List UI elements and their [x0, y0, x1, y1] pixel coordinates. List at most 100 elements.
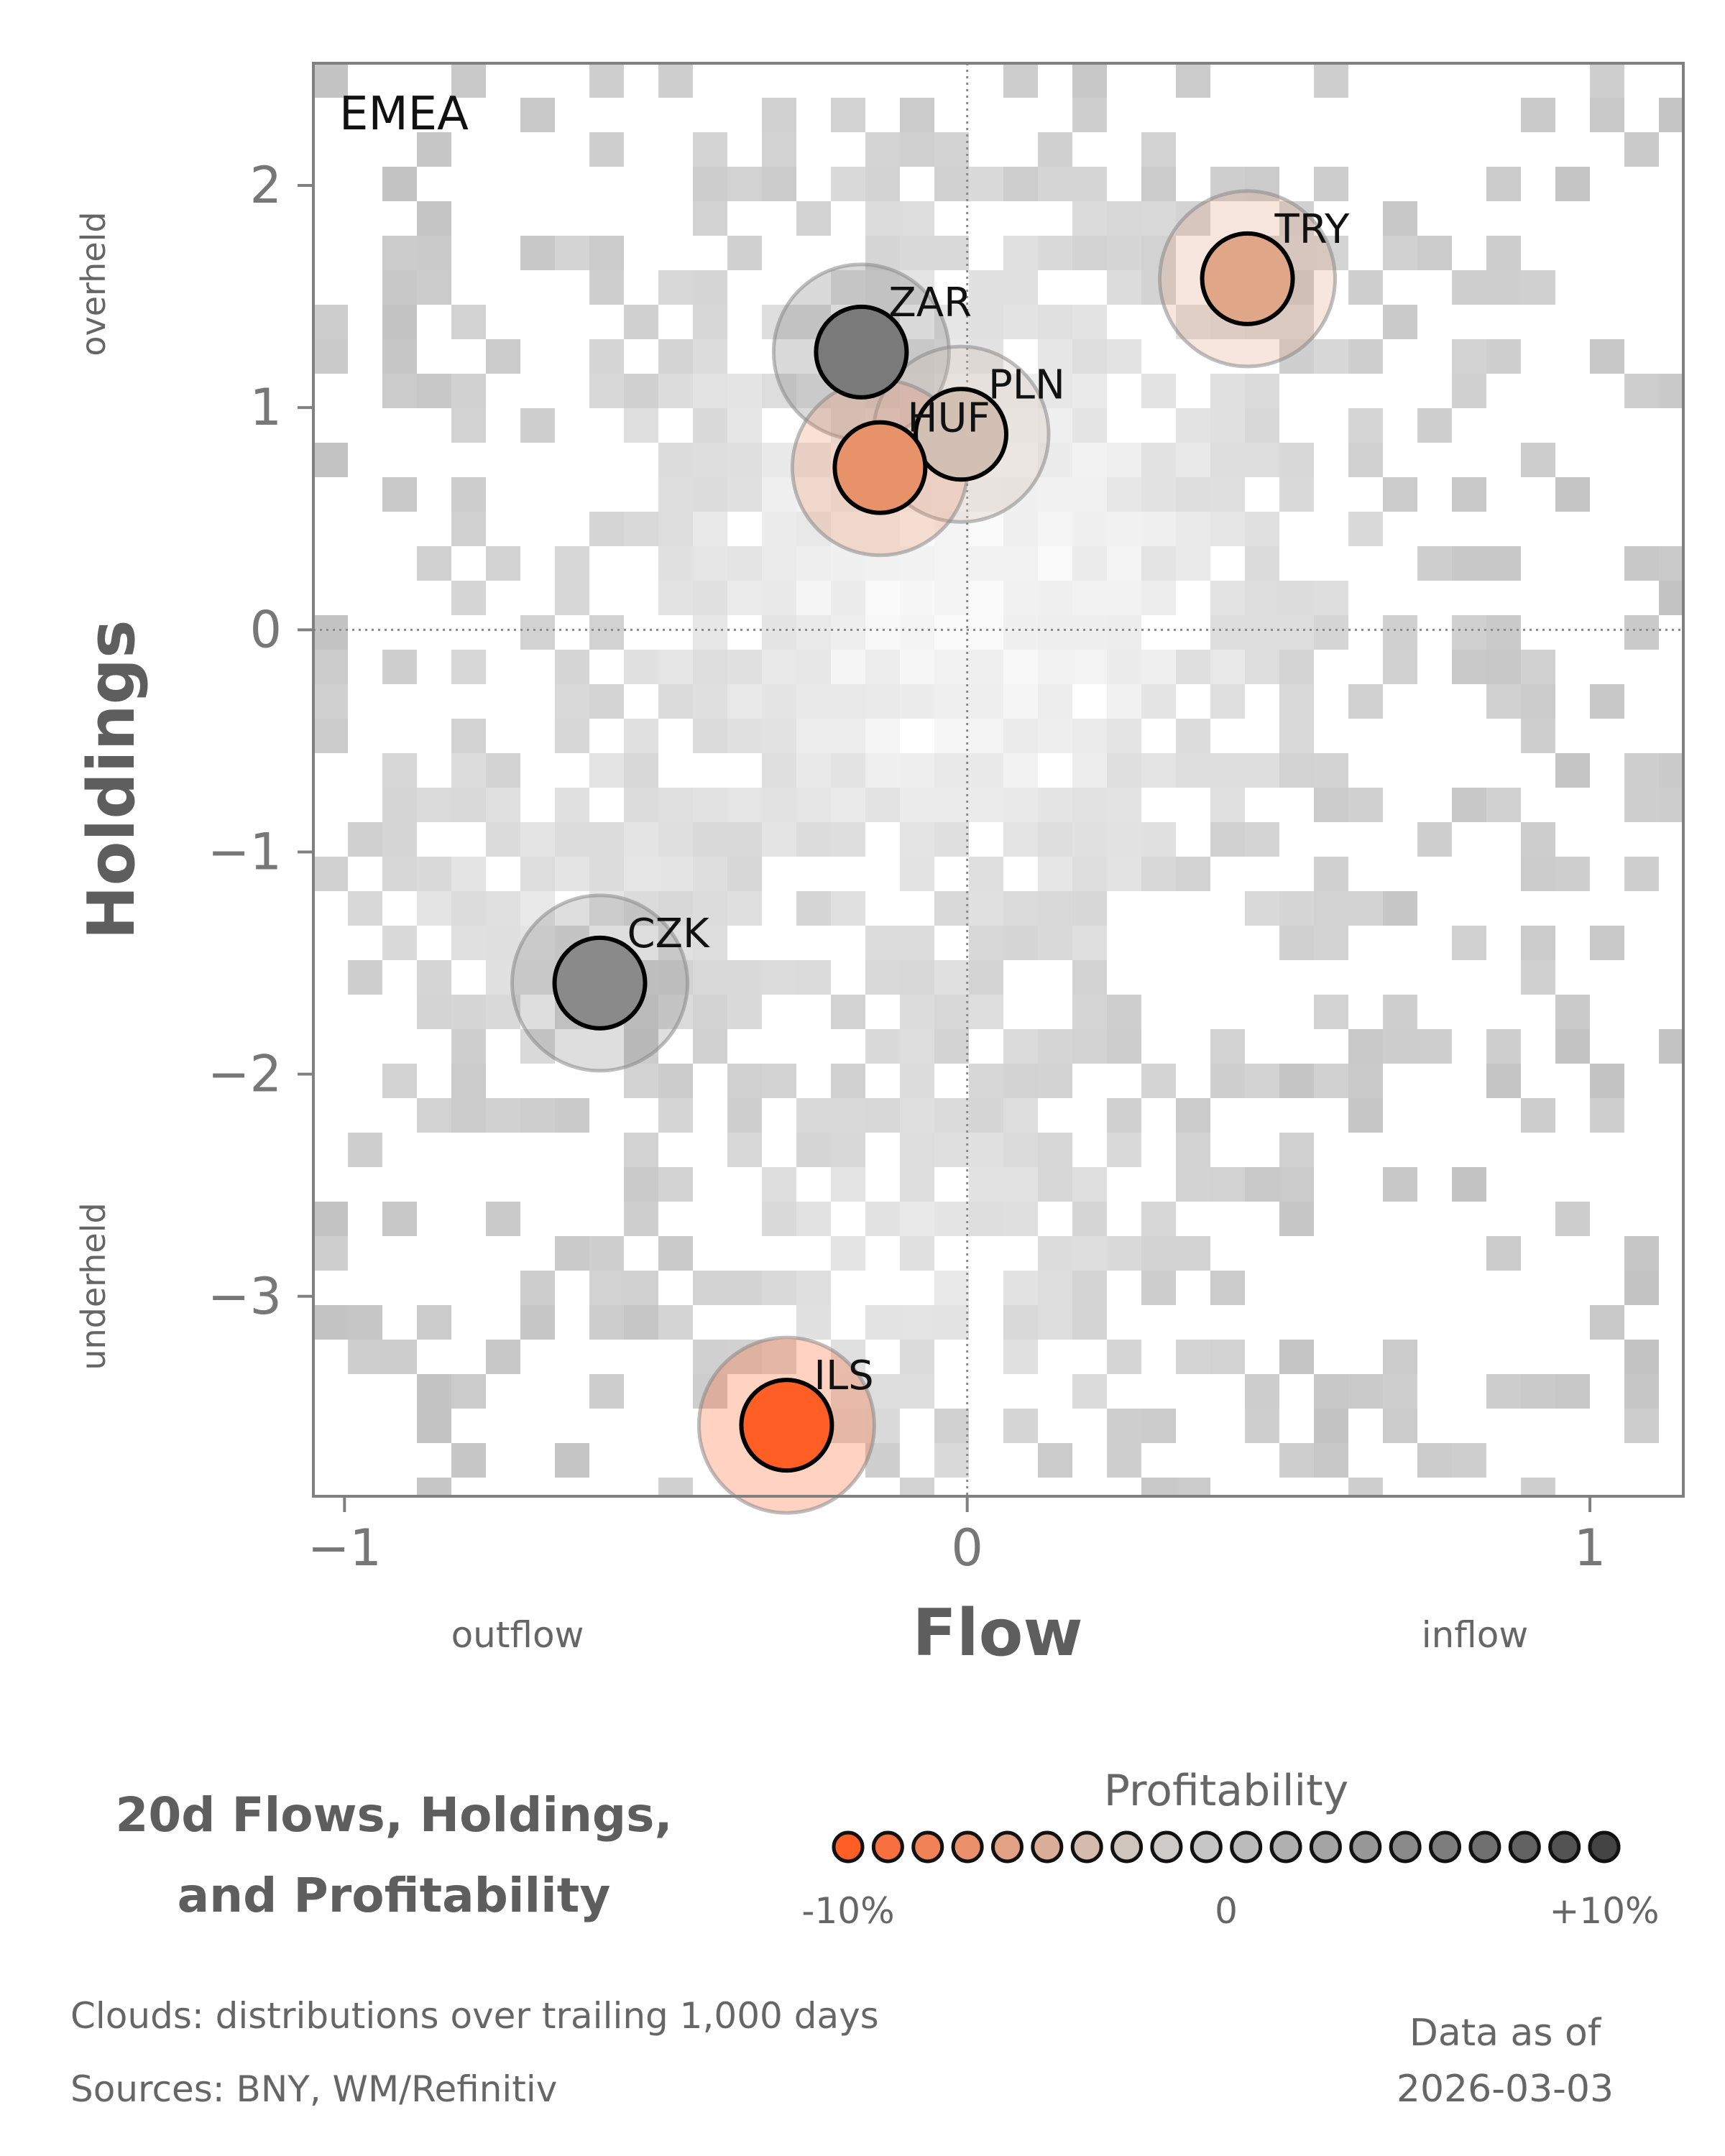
cloud-cell — [1417, 236, 1452, 270]
cloud-cell — [451, 857, 486, 891]
cloud-cell — [451, 305, 486, 339]
cloud-cell — [1003, 1305, 1038, 1340]
cloud-cell — [1555, 753, 1590, 788]
cloud-cell — [1141, 1271, 1176, 1305]
cloud-cell — [900, 1340, 934, 1374]
cloud-cell — [1245, 753, 1279, 788]
cloud-cell — [1107, 684, 1141, 719]
cloud-cell — [900, 926, 934, 960]
cloud-cell — [658, 339, 693, 374]
cloud-cell — [1141, 1202, 1176, 1236]
cloud-cell — [1245, 512, 1279, 546]
cloud-cell — [934, 1443, 969, 1478]
cloud-cell — [313, 63, 348, 98]
cloud-cell — [417, 1478, 451, 1496]
cloud-cell — [900, 581, 934, 615]
cloud-cell — [1003, 374, 1038, 408]
cloud-cell — [1279, 684, 1314, 719]
cloud-cell — [624, 1271, 658, 1305]
cloud-cell — [555, 546, 589, 581]
legend-mid-label: 0 — [1215, 1890, 1238, 1932]
legend-dot — [871, 1830, 904, 1864]
cloud-cell — [1107, 1029, 1141, 1064]
cloud-cell — [796, 512, 831, 546]
cloud-cell — [865, 1029, 900, 1064]
cloud-cell — [1624, 615, 1659, 650]
cloud-cell — [1486, 236, 1521, 270]
cloud-cell — [1590, 684, 1624, 719]
cloud-cell — [1210, 1029, 1245, 1064]
cloud-cell — [1521, 98, 1555, 132]
cloud-cell — [865, 201, 900, 236]
cloud-cell — [1348, 788, 1383, 822]
cloud-cell — [1521, 857, 1555, 891]
cloud-cell — [624, 1305, 658, 1340]
cloud-cell — [1107, 995, 1141, 1029]
cloud-cell — [313, 443, 348, 477]
chart-title-line-1: 20d Flows, Holdings, — [115, 1787, 672, 1843]
cloud-cell — [1210, 822, 1245, 857]
cloud-cell — [520, 1271, 555, 1305]
cloud-cell — [382, 650, 417, 684]
cloud-cell — [313, 1305, 348, 1340]
cloud-cell — [1038, 305, 1072, 339]
cloud-cell — [417, 1374, 451, 1409]
cloud-cell — [1141, 512, 1176, 546]
cloud-cell — [969, 1064, 1003, 1098]
y-axis-high-note: overheld — [74, 211, 113, 356]
cloud-cell — [555, 788, 589, 822]
cloud-cell — [451, 1098, 486, 1133]
cloud-cell — [658, 1167, 693, 1202]
cloud-cell — [382, 1340, 417, 1374]
cloud-cell — [1072, 408, 1107, 443]
cloud-cell — [486, 822, 520, 857]
cloud-cell — [1521, 1098, 1555, 1133]
cloud-cell — [1245, 615, 1279, 650]
cloud-cell — [1141, 236, 1176, 270]
cloud-cell — [762, 1064, 796, 1098]
legend-dot — [1269, 1830, 1302, 1864]
cloud-cell — [1383, 477, 1417, 512]
cloud-cell — [1072, 546, 1107, 581]
cloud-cell — [658, 684, 693, 719]
cloud-cell — [1314, 995, 1348, 1029]
cloud-cell — [1521, 650, 1555, 684]
cloud-cell — [1038, 1133, 1072, 1167]
point-marker-huf — [832, 420, 928, 515]
cloud-cell — [1141, 374, 1176, 408]
cloud-cell — [1038, 857, 1072, 891]
cloud-cell — [624, 753, 658, 788]
cloud-cell — [831, 995, 865, 1029]
cloud-cell — [727, 443, 762, 477]
cloud-cell — [796, 1202, 831, 1236]
cloud-cell — [865, 581, 900, 615]
legend-low-label: -10% — [801, 1890, 894, 1932]
cloud-cell — [624, 1202, 658, 1236]
cloud-cell — [796, 1271, 831, 1305]
cloud-cell — [1521, 270, 1555, 305]
cloud-cell — [693, 1271, 727, 1305]
cloud-cell — [1245, 650, 1279, 684]
cloud-cell — [1279, 1133, 1314, 1167]
cloud-cell — [520, 822, 555, 857]
cloud-cell — [382, 339, 417, 374]
cloud-cell — [934, 1029, 969, 1064]
cloud-cell — [1348, 684, 1383, 719]
cloud-cell — [451, 63, 486, 98]
cloud-cell — [693, 995, 727, 1029]
cloud-cell — [1417, 546, 1452, 581]
cloud-cell — [417, 236, 451, 270]
cloud-cell — [1245, 822, 1279, 857]
cloud-cell — [1003, 891, 1038, 926]
cloud-cell — [900, 1167, 934, 1202]
cloud-cell — [313, 339, 348, 374]
cloud-cell — [1038, 477, 1072, 512]
cloud-cell — [934, 822, 969, 857]
cloud-cell — [451, 891, 486, 926]
cloud-cell — [1210, 1271, 1245, 1305]
cloud-cell — [1003, 615, 1038, 650]
cloud-cell — [520, 1305, 555, 1340]
point-marker-czk — [552, 935, 648, 1031]
cloud-cell — [1348, 1029, 1383, 1064]
cloud-cell — [520, 408, 555, 443]
